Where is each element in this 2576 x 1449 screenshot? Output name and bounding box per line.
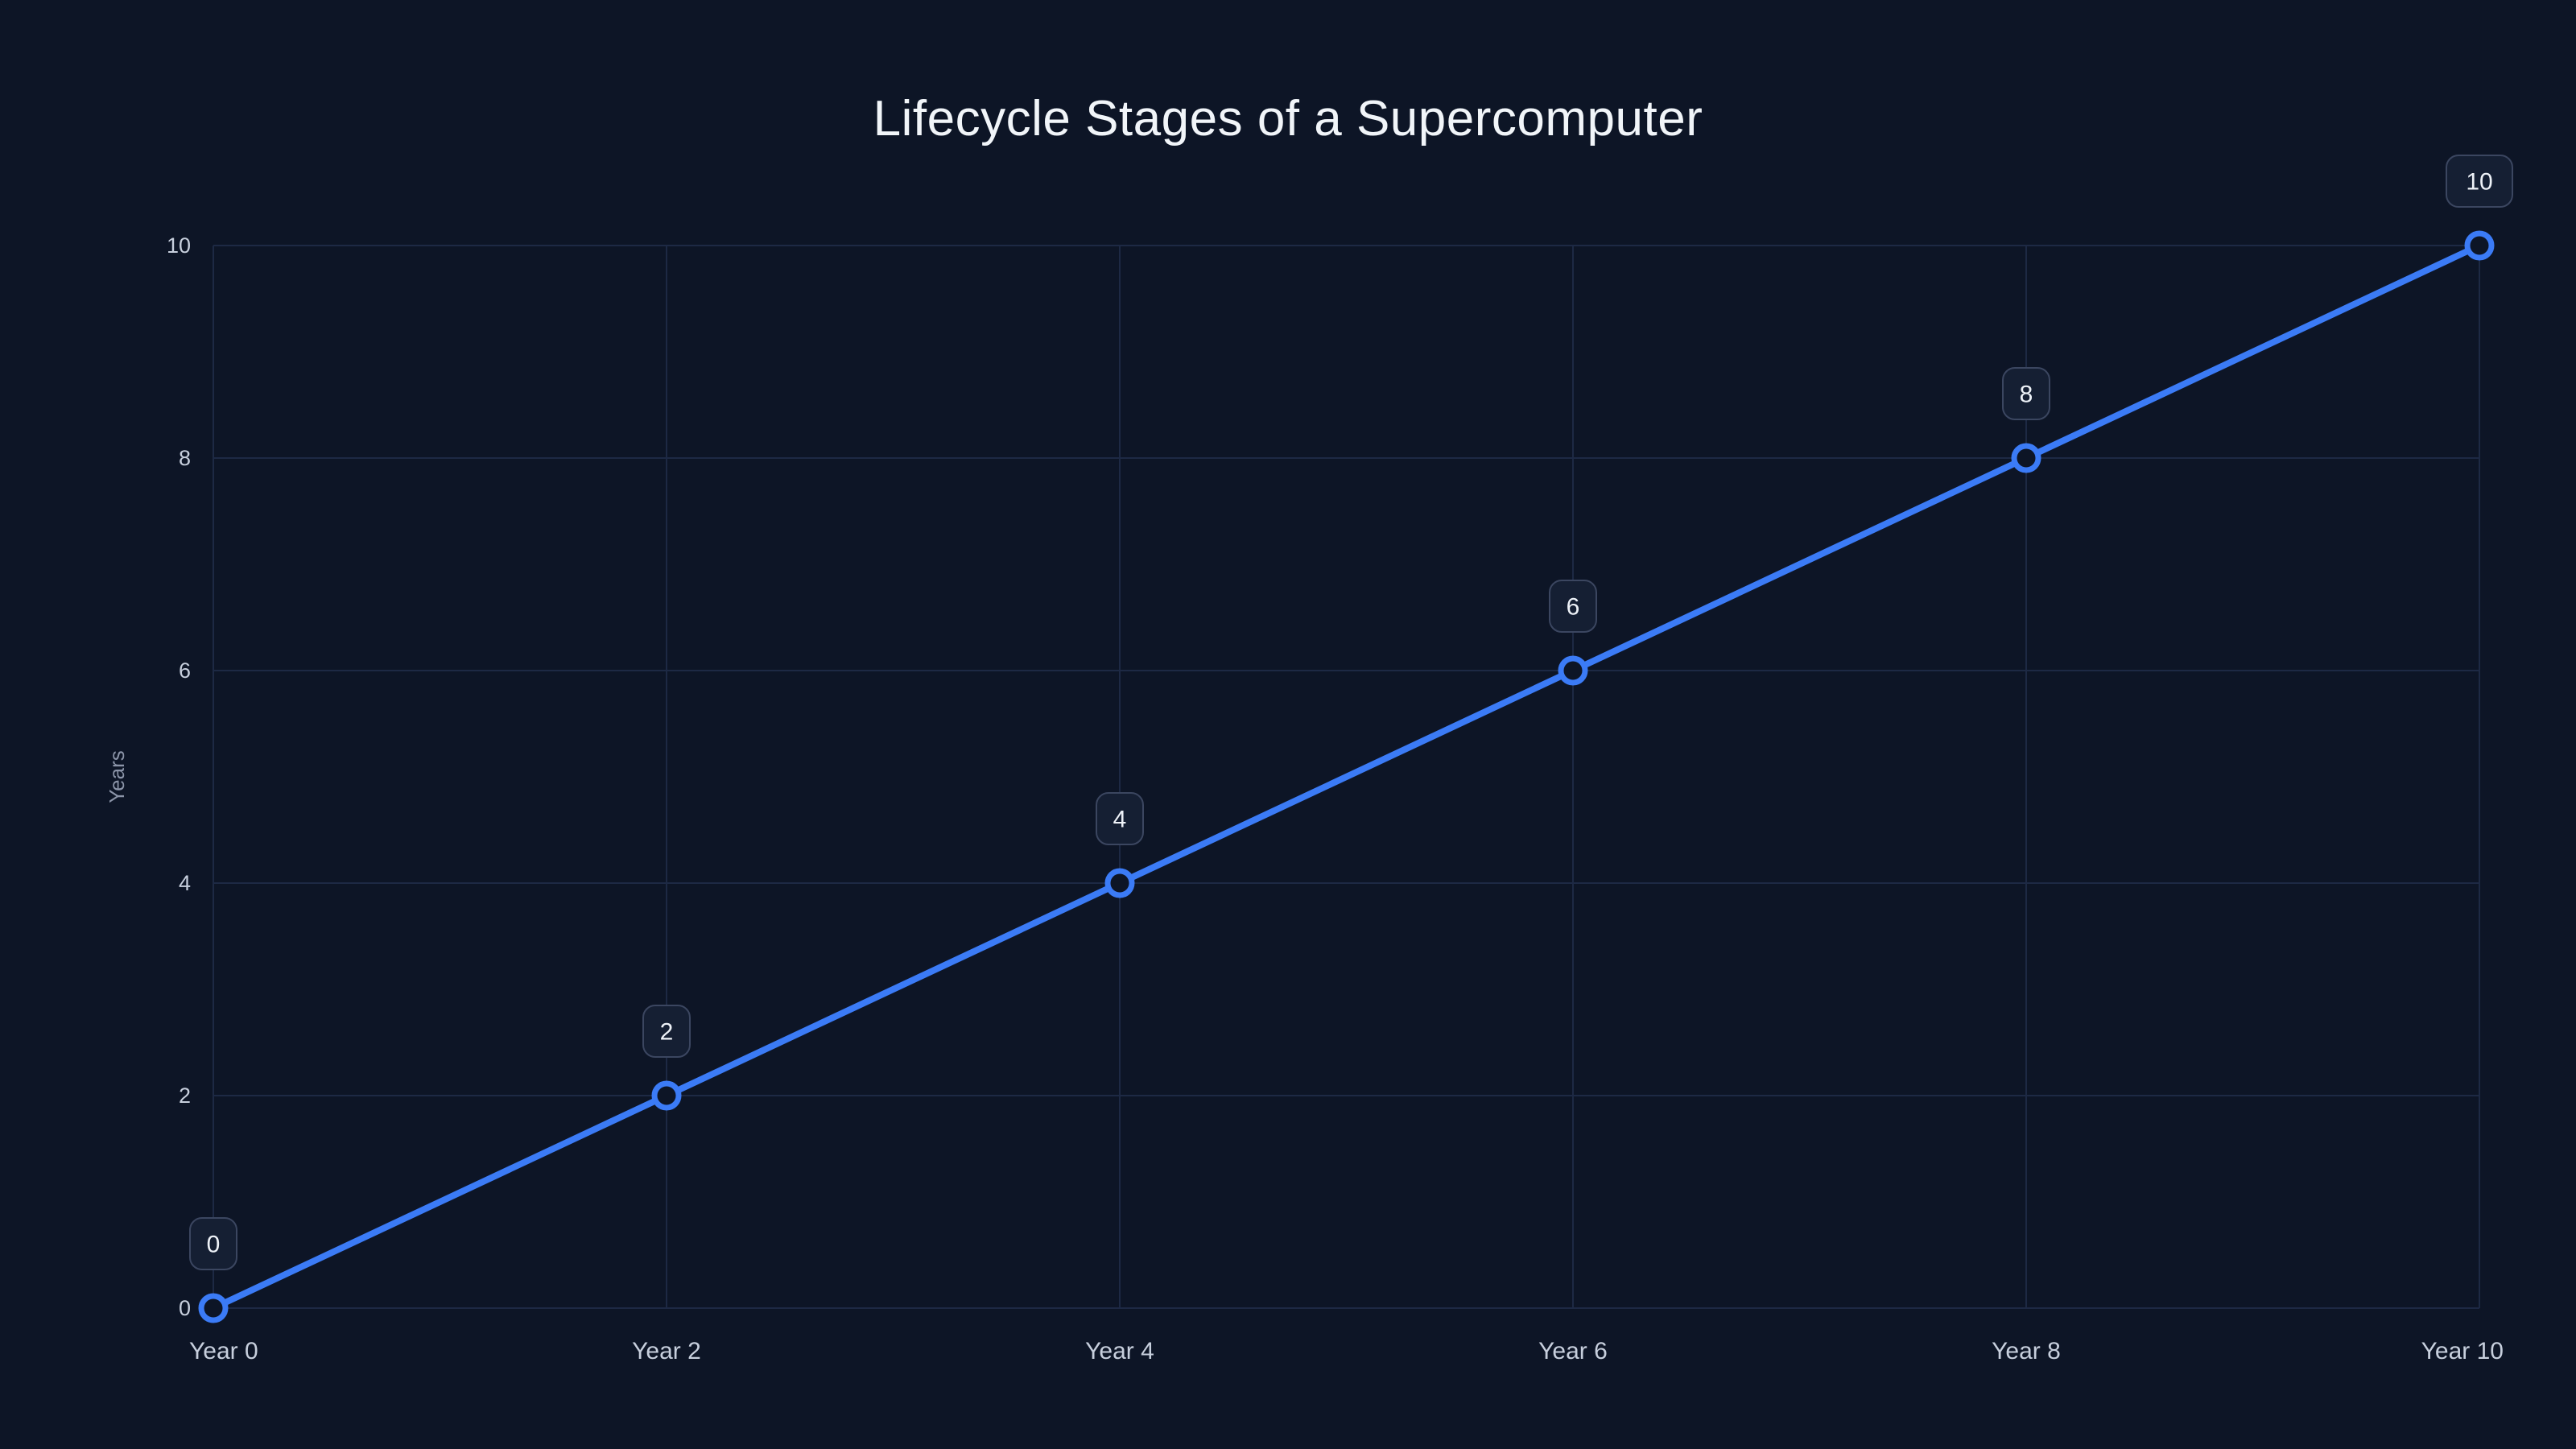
point-label-text: 8 [2020,382,2033,408]
point-label-text: 10 [2466,169,2492,196]
point-label-badge [2002,367,2050,420]
point-label-text: 6 [1567,594,1580,621]
data-point-marker[interactable] [2011,443,2041,473]
y-tick-label: 8 [179,446,191,470]
point-label-badge [189,1217,237,1270]
data-point-marker[interactable] [1558,655,1588,686]
y-axis-title: Years [105,750,129,803]
point-label-badge [1096,792,1144,845]
data-point-marker[interactable] [2464,230,2495,261]
x-tick-label: Year 8 [1992,1338,2061,1364]
data-point-marker[interactable] [198,1293,229,1323]
point-label-badge [2446,155,2513,208]
chart-title: Lifecycle Stages of a Supercomputer [873,91,1703,147]
x-tick-label: Year 6 [1538,1338,1608,1364]
point-label-badge [642,1005,691,1058]
point-label-badge [1549,580,1597,633]
series-line [210,242,2483,1311]
x-tick-label: Year 2 [632,1338,701,1364]
point-label-text: 0 [207,1232,221,1258]
y-tick-label: 2 [179,1084,191,1108]
y-tick-label: 4 [179,871,191,895]
x-tick-label: Year 10 [2421,1338,2504,1364]
y-tick-label: 6 [179,658,191,683]
data-point-marker[interactable] [651,1080,682,1111]
point-label-text: 4 [1113,807,1127,833]
y-tick-label: 0 [179,1296,191,1320]
point-label-text: 2 [660,1019,674,1046]
x-tick-label: Year 0 [189,1338,258,1364]
x-tick-label: Year 4 [1085,1338,1154,1364]
y-tick-label: 10 [167,233,191,258]
data-point-marker[interactable] [1104,868,1135,898]
